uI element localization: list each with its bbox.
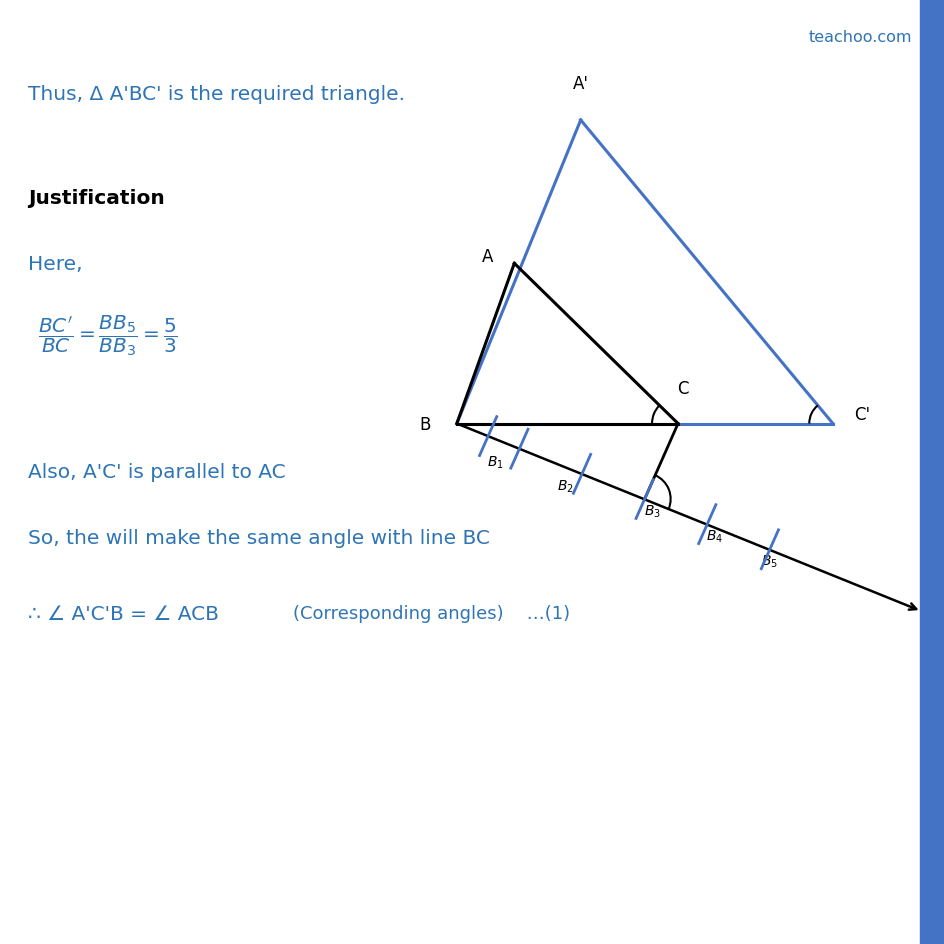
Text: Thus, Δ A'BC' is the required triangle.: Thus, Δ A'BC' is the required triangle.: [28, 85, 405, 104]
Text: $\dfrac{BC'}{BC} = \dfrac{BB_5}{BB_3} = \dfrac{5}{3}$: $\dfrac{BC'}{BC} = \dfrac{BB_5}{BB_3} = …: [38, 312, 177, 358]
Text: A': A': [572, 75, 588, 93]
Text: ∴ ∠ A'C'B = ∠ ACB: ∴ ∠ A'C'B = ∠ ACB: [28, 604, 219, 623]
Text: $B_3$: $B_3$: [643, 503, 660, 519]
Text: C: C: [676, 379, 688, 397]
Text: A: A: [481, 247, 493, 265]
Text: Here,: Here,: [28, 255, 83, 274]
Text: $B_5$: $B_5$: [761, 553, 778, 570]
Bar: [919, 0, 944, 944]
Text: X: X: [935, 598, 944, 615]
Text: $B_2$: $B_2$: [556, 478, 573, 495]
Text: B: B: [418, 415, 430, 433]
Text: $B_1$: $B_1$: [487, 454, 504, 470]
Text: C': C': [852, 406, 868, 424]
Text: So, the will make the same angle with line BC: So, the will make the same angle with li…: [28, 529, 490, 548]
Text: Justification: Justification: [28, 189, 165, 208]
Text: (Corresponding angles)    …(1): (Corresponding angles) …(1): [293, 604, 569, 622]
Text: Also, A'C' is parallel to AC: Also, A'C' is parallel to AC: [28, 463, 286, 481]
Text: teachoo.com: teachoo.com: [807, 30, 911, 45]
Text: $B_4$: $B_4$: [705, 529, 722, 545]
